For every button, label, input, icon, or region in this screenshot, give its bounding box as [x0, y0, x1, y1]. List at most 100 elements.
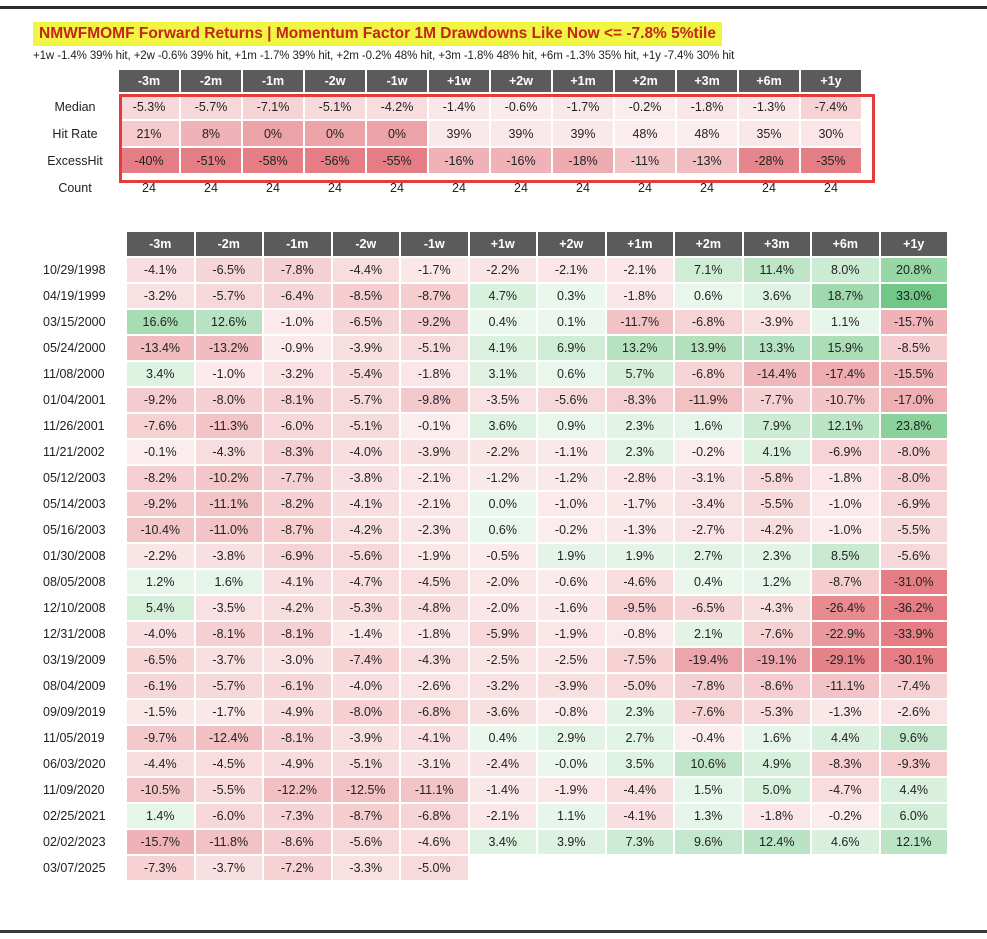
event-row: 01/04/2001 -9.2% -8.0% -8.1% -5.7% -9.8% -3.5%…: [33, 388, 947, 412]
return-cell: -8.0%: [195, 388, 262, 412]
event-date: 03/15/2000: [43, 315, 106, 329]
return-cell: -4.1%: [332, 492, 399, 516]
summary-cell: 24: [762, 180, 776, 195]
summary-cell: -55%: [367, 148, 427, 173]
return-cell: -0.5%: [469, 544, 536, 568]
return-cell: -6.8%: [401, 700, 468, 724]
return-cell: -11.1%: [195, 492, 262, 516]
summary-cell: 21%: [119, 121, 179, 146]
event-row: 05/14/2003 -9.2% -11.1% -8.2% -4.1% -2.1% 0.0%…: [33, 492, 947, 516]
return-cell: -1.9%: [538, 622, 605, 646]
event-date: 12/31/2008: [43, 627, 106, 641]
return-cell: -3.3%: [332, 856, 399, 880]
return-cell: -5.3%: [332, 596, 399, 620]
summary-cell: -58%: [243, 148, 303, 173]
return-cell: -4.2%: [743, 518, 810, 542]
column-header: +1y: [880, 232, 947, 256]
return-cell: 13.9%: [675, 336, 742, 360]
return-cell: 4.4%: [880, 778, 947, 802]
column-header: +1m: [606, 232, 673, 256]
return-cell: -17.4%: [812, 362, 879, 386]
event-date: 11/09/2020: [43, 783, 105, 797]
return-cell: 1.6%: [195, 570, 262, 594]
event-row: 03/07/2025 -7.3% -3.7% -7.2% -3.3% -5.0%: [33, 856, 947, 880]
return-cell: -6.5%: [332, 310, 399, 334]
return-cell: 6.0%: [880, 804, 947, 828]
event-row: 09/09/2019 -1.5% -1.7% -4.9% -8.0% -6.8% -3.6%…: [33, 700, 947, 724]
return-cell: -2.8%: [606, 466, 673, 490]
return-cell: -1.8%: [743, 804, 810, 828]
event-row: 05/16/2003 -10.4% -11.0% -8.7% -4.2% -2.3% 0.6…: [33, 518, 947, 542]
return-cell: 0.3%: [538, 284, 605, 308]
return-cell: -1.0%: [538, 492, 605, 516]
return-cell: [538, 856, 605, 880]
return-cell: -8.1%: [264, 622, 331, 646]
return-cell: 3.4%: [469, 830, 536, 854]
summary-cell: 24: [204, 180, 218, 195]
summary-cell: 30%: [801, 121, 861, 146]
return-cell: -4.5%: [195, 752, 262, 776]
return-cell: -11.1%: [812, 674, 879, 698]
return-cell: -1.9%: [401, 544, 468, 568]
event-row: 12/10/2008 5.4% -3.5% -4.2% -5.3% -4.8% -2.0% -…: [33, 596, 947, 620]
return-cell: -3.5%: [195, 596, 262, 620]
event-date: 05/14/2003: [43, 497, 106, 511]
column-header: -2w: [305, 70, 365, 92]
return-cell: -8.7%: [332, 804, 399, 828]
return-cell: -1.3%: [812, 700, 879, 724]
event-row: 12/31/2008 -4.0% -8.1% -8.1% -1.4% -1.8% -5.9%…: [33, 622, 947, 646]
return-cell: -3.2%: [127, 284, 194, 308]
column-header: -2m: [181, 70, 241, 92]
return-cell: -2.1%: [469, 804, 536, 828]
return-cell: -8.0%: [332, 700, 399, 724]
return-cell: -6.4%: [264, 284, 331, 308]
summary-row-label: Count: [58, 180, 92, 195]
return-cell: 5.7%: [606, 362, 673, 386]
return-cell: -6.9%: [812, 440, 879, 464]
return-cell: -11.3%: [195, 414, 262, 438]
event-row: 11/08/2000 3.4% -1.0% -3.2% -5.4% -1.8% 3.1% 0.…: [33, 362, 947, 386]
summary-cell: 24: [266, 180, 280, 195]
event-date: 11/26/2001: [43, 419, 105, 433]
return-cell: -30.1%: [880, 648, 947, 672]
event-date: 06/03/2020: [43, 757, 106, 771]
return-cell: -17.0%: [880, 388, 947, 412]
summary-cell: 24: [452, 180, 466, 195]
summary-cell: -1.3%: [739, 94, 799, 119]
return-cell: -2.7%: [675, 518, 742, 542]
return-cell: 9.6%: [880, 726, 947, 750]
return-cell: -0.9%: [264, 336, 331, 360]
event-date: 04/19/1999: [43, 289, 106, 303]
return-cell: -9.8%: [401, 388, 468, 412]
return-cell: 2.3%: [606, 414, 673, 438]
return-cell: -0.4%: [675, 726, 742, 750]
corner-cell: [33, 232, 125, 256]
return-cell: -7.6%: [743, 622, 810, 646]
column-header: +1m: [553, 70, 613, 92]
return-cell: -3.1%: [675, 466, 742, 490]
return-cell: -5.5%: [195, 778, 262, 802]
return-cell: -4.2%: [332, 518, 399, 542]
bottom-rule: [0, 930, 987, 933]
return-cell: -6.5%: [675, 596, 742, 620]
column-header: -1w: [401, 232, 468, 256]
return-cell: -5.1%: [332, 752, 399, 776]
column-header: -1w: [367, 70, 427, 92]
return-cell: -8.0%: [880, 440, 947, 464]
return-cell: -8.1%: [264, 388, 331, 412]
event-row: 11/21/2002 -0.1% -4.3% -8.3% -4.0% -3.9% -2.2%…: [33, 440, 947, 464]
return-cell: -7.4%: [332, 648, 399, 672]
column-header: -3m: [119, 70, 179, 92]
return-cell: -8.0%: [880, 466, 947, 490]
column-header: +1y: [801, 70, 861, 92]
return-cell: -5.7%: [195, 284, 262, 308]
return-cell: -7.5%: [606, 648, 673, 672]
return-cell: -1.2%: [538, 466, 605, 490]
return-cell: -3.5%: [469, 388, 536, 412]
return-cell: -36.2%: [880, 596, 947, 620]
summary-table: -3m -2m -1m -2w -1w +1w +2w +1m +2m +3m +6m +1y Med…: [31, 68, 863, 202]
return-cell: -5.7%: [332, 388, 399, 412]
return-cell: -0.8%: [606, 622, 673, 646]
return-cell: -11.9%: [675, 388, 742, 412]
return-cell: -1.4%: [469, 778, 536, 802]
